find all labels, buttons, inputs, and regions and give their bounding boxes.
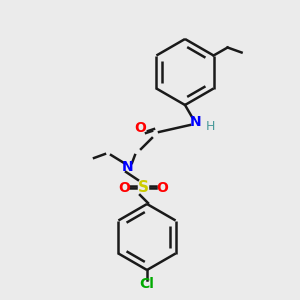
Text: N: N bbox=[122, 160, 134, 174]
Text: O: O bbox=[134, 121, 146, 135]
Text: S: S bbox=[137, 181, 148, 196]
Text: N: N bbox=[190, 115, 202, 129]
Text: Cl: Cl bbox=[140, 277, 154, 291]
Text: O: O bbox=[156, 181, 168, 195]
Text: O: O bbox=[118, 181, 130, 195]
Text: H: H bbox=[205, 119, 215, 133]
